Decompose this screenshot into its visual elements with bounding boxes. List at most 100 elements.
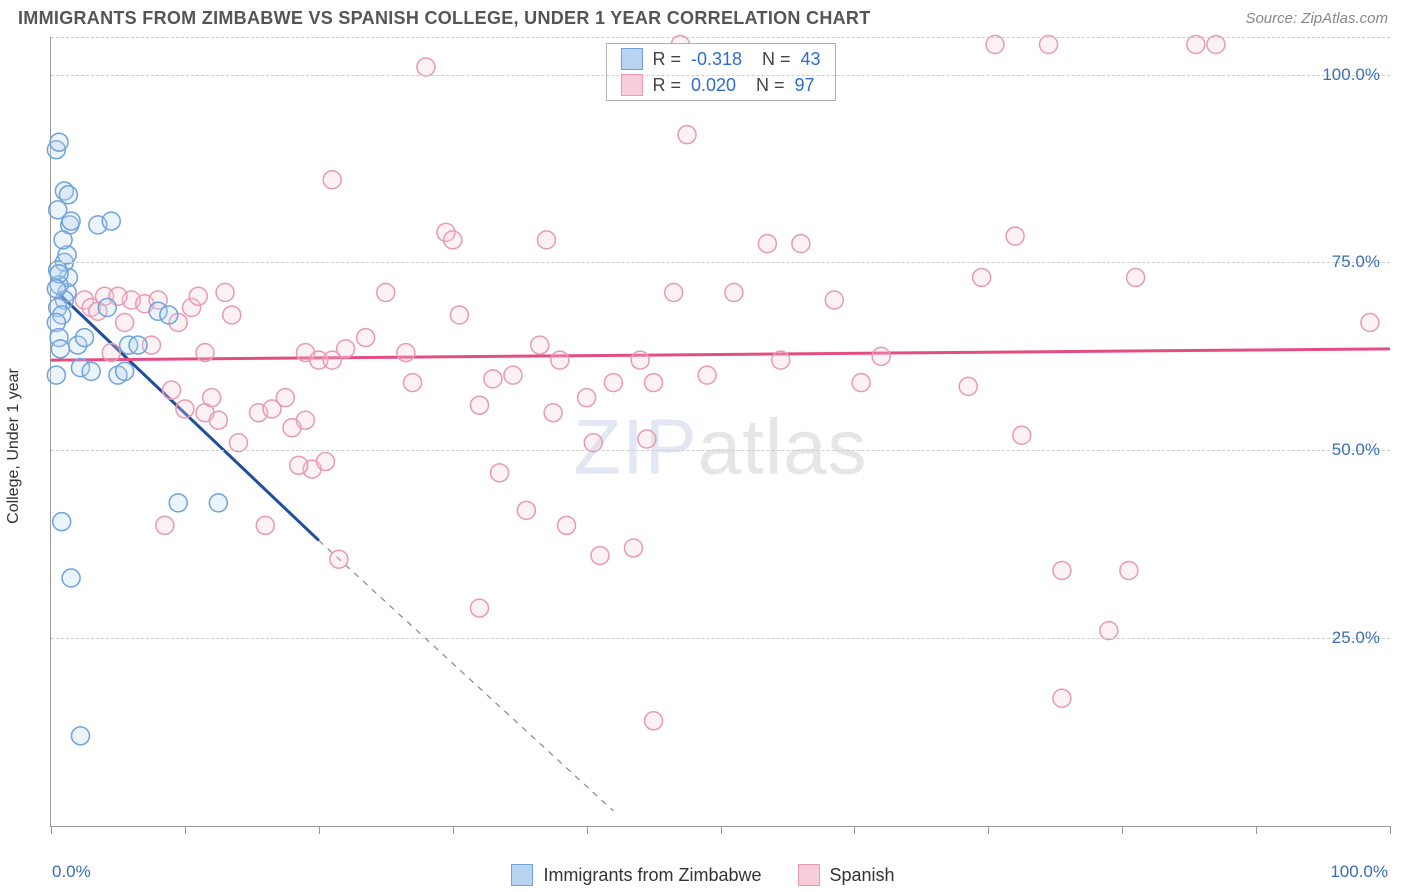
data-point xyxy=(53,513,71,531)
data-point xyxy=(551,351,569,369)
stats-r-value: 0.020 xyxy=(691,75,736,96)
data-point xyxy=(698,366,716,384)
source-label: Source: ZipAtlas.com xyxy=(1245,10,1388,27)
x-tick xyxy=(453,826,454,834)
data-point xyxy=(357,329,375,347)
plot-svg xyxy=(51,37,1390,826)
data-point xyxy=(491,464,509,482)
y-tick-label: 25.0% xyxy=(1332,628,1380,648)
data-point xyxy=(59,186,77,204)
data-point xyxy=(725,283,743,301)
gridline xyxy=(51,75,1390,76)
x-tick xyxy=(854,826,855,834)
data-point xyxy=(578,389,596,407)
data-point xyxy=(1053,689,1071,707)
data-point xyxy=(872,347,890,365)
stats-r-label: R = xyxy=(652,49,681,70)
data-point xyxy=(163,381,181,399)
gridline xyxy=(51,262,1390,263)
data-point xyxy=(404,374,422,392)
swatch-zimbabwe xyxy=(620,48,642,70)
data-point xyxy=(638,430,656,448)
x-tick xyxy=(319,826,320,834)
data-point xyxy=(1040,36,1058,54)
data-point xyxy=(337,340,355,358)
regression-extrapolated xyxy=(319,540,614,811)
data-point xyxy=(825,291,843,309)
data-point xyxy=(631,351,649,369)
x-tick xyxy=(185,826,186,834)
data-point xyxy=(330,550,348,568)
data-point xyxy=(116,314,134,332)
data-point xyxy=(296,411,314,429)
data-point xyxy=(470,599,488,617)
regression-line xyxy=(51,349,1390,360)
legend-label: Spanish xyxy=(830,865,895,886)
data-point xyxy=(169,494,187,512)
data-point xyxy=(645,712,663,730)
legend-item-zimbabwe: Immigrants from Zimbabwe xyxy=(511,864,761,886)
gridline xyxy=(51,450,1390,451)
data-point xyxy=(624,539,642,557)
data-point xyxy=(203,389,221,407)
y-tick-label: 75.0% xyxy=(1332,252,1380,272)
data-point xyxy=(176,400,194,418)
stats-n-value: 97 xyxy=(795,75,815,96)
data-point xyxy=(256,516,274,534)
x-tick xyxy=(1256,826,1257,834)
x-tick xyxy=(1390,826,1391,834)
data-point xyxy=(517,501,535,519)
data-point xyxy=(1361,314,1379,332)
data-point xyxy=(504,366,522,384)
data-point xyxy=(1120,562,1138,580)
swatch-spanish xyxy=(798,864,820,886)
data-point xyxy=(209,494,227,512)
data-point xyxy=(537,231,555,249)
data-point xyxy=(1187,36,1205,54)
data-point xyxy=(1013,426,1031,444)
stats-r-label: R = xyxy=(652,75,681,96)
data-point xyxy=(160,306,178,324)
data-point xyxy=(1053,562,1071,580)
data-point xyxy=(558,516,576,534)
data-point xyxy=(397,344,415,362)
data-point xyxy=(959,377,977,395)
data-point xyxy=(276,389,294,407)
data-point xyxy=(51,340,69,358)
data-point xyxy=(417,58,435,76)
data-point xyxy=(758,235,776,253)
data-point xyxy=(102,212,120,230)
data-point xyxy=(47,366,65,384)
data-point xyxy=(209,411,227,429)
legend-item-spanish: Spanish xyxy=(798,864,895,886)
data-point xyxy=(531,336,549,354)
data-point xyxy=(82,362,100,380)
data-point xyxy=(196,344,214,362)
data-point xyxy=(584,434,602,452)
data-point xyxy=(47,280,65,298)
data-point xyxy=(189,287,207,305)
x-tick xyxy=(721,826,722,834)
data-point xyxy=(986,36,1004,54)
data-point xyxy=(102,344,120,362)
data-point xyxy=(229,434,247,452)
data-point xyxy=(62,569,80,587)
data-point xyxy=(1006,227,1024,245)
stats-n-label: N = xyxy=(752,49,791,70)
data-point xyxy=(470,396,488,414)
data-point xyxy=(678,126,696,144)
stats-row-zimbabwe: R = -0.318 N = 43 xyxy=(606,46,834,72)
data-point xyxy=(223,306,241,324)
data-point xyxy=(75,329,93,347)
data-point xyxy=(973,268,991,286)
data-point xyxy=(604,374,622,392)
data-point xyxy=(116,362,134,380)
data-point xyxy=(54,231,72,249)
data-point xyxy=(484,370,502,388)
y-axis-label: College, Under 1 year xyxy=(5,368,23,524)
data-point xyxy=(156,516,174,534)
data-point xyxy=(450,306,468,324)
data-point xyxy=(772,351,790,369)
data-point xyxy=(792,235,810,253)
x-tick xyxy=(1122,826,1123,834)
